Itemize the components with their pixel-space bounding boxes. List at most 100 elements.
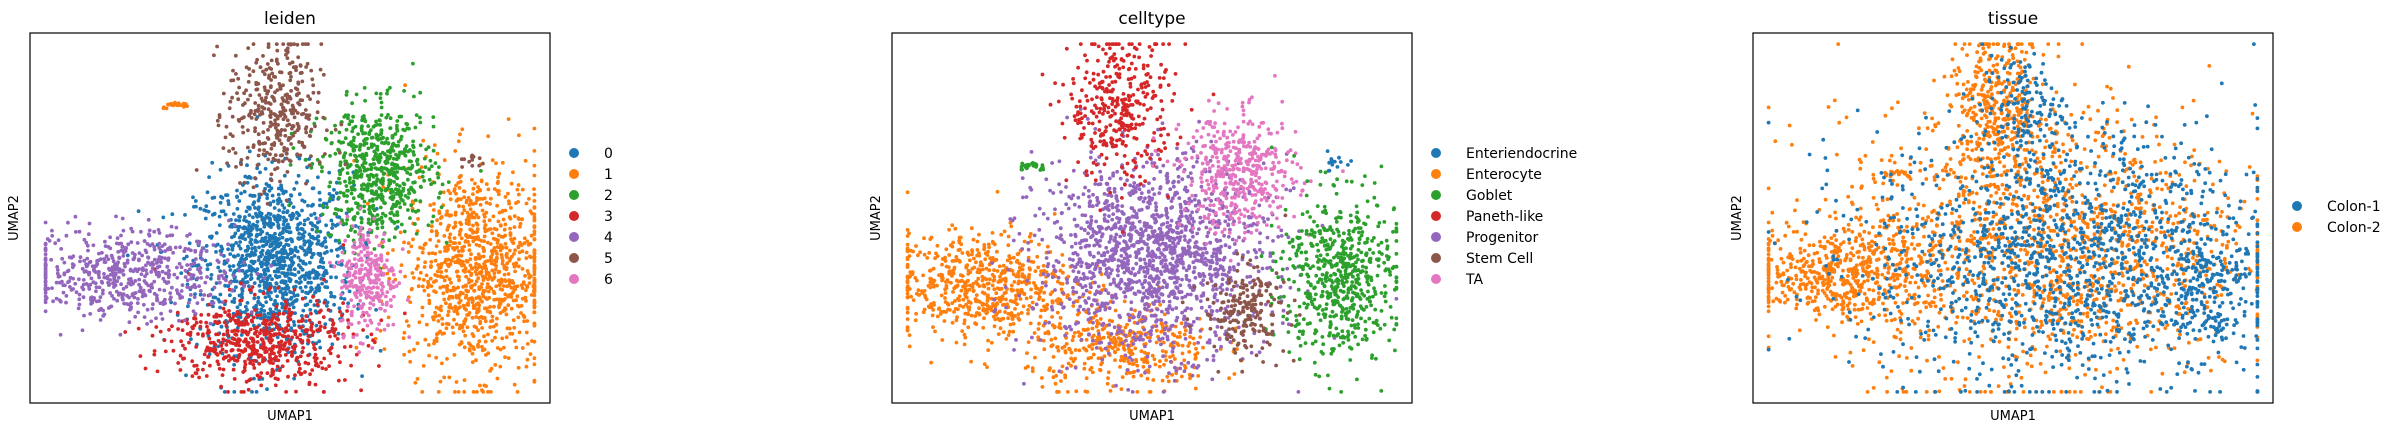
cell-point <box>275 294 279 299</box>
cell-point <box>459 291 463 296</box>
cell-point <box>395 123 399 128</box>
cell-point <box>331 321 336 326</box>
cell-point <box>43 252 48 257</box>
legend-label: 1 <box>604 167 613 183</box>
cell-point <box>285 46 290 51</box>
cell-point <box>228 99 233 104</box>
cell-point <box>133 252 137 257</box>
cell-point <box>478 197 482 201</box>
cell-point <box>379 105 384 110</box>
cell-point <box>464 307 468 312</box>
cell-point <box>298 153 303 158</box>
cell-point <box>377 118 382 122</box>
cell-point <box>318 345 323 350</box>
cell-point <box>364 290 368 295</box>
cell-point <box>470 163 475 168</box>
cell-point <box>363 266 368 271</box>
cell-point <box>404 144 409 149</box>
cell-point <box>520 217 524 222</box>
cell-point <box>252 366 257 370</box>
cell-point <box>462 263 466 267</box>
cell-point <box>82 313 86 318</box>
cell-point <box>314 116 319 121</box>
cell-point <box>456 139 461 144</box>
cell-point <box>442 375 447 380</box>
cell-point <box>428 158 433 163</box>
cell-point <box>314 272 318 277</box>
cell-point <box>263 295 268 300</box>
cell-point <box>413 198 418 203</box>
cell-point <box>385 300 389 305</box>
legend-marker <box>569 190 579 200</box>
cell-point <box>165 247 170 252</box>
cell-point <box>177 318 181 323</box>
cell-point <box>149 319 154 324</box>
cell-point <box>269 236 274 241</box>
legend-label: 0 <box>604 146 613 162</box>
cell-point <box>280 235 285 240</box>
cell-point <box>170 233 175 238</box>
cell-point <box>971 237 976 242</box>
cell-point <box>342 273 347 278</box>
cell-point <box>411 145 416 150</box>
cell-point <box>357 232 361 236</box>
cell-point <box>246 128 250 133</box>
cell-point <box>306 353 310 358</box>
cell-point <box>116 260 120 265</box>
cell-point <box>274 262 279 267</box>
cell-point <box>372 208 377 213</box>
cell-point <box>507 326 512 331</box>
cell-point <box>288 159 293 164</box>
cell-point <box>294 180 299 185</box>
cell-point <box>402 89 406 93</box>
cell-point <box>283 306 288 311</box>
cell-point <box>262 148 266 153</box>
cell-point <box>142 315 147 319</box>
cell-point <box>289 42 293 46</box>
legend-marker <box>569 253 579 263</box>
cell-point <box>374 91 379 96</box>
cell-point <box>221 337 226 342</box>
cell-point <box>395 170 399 174</box>
cell-point <box>432 143 437 148</box>
cell-point <box>365 335 370 339</box>
cell-point <box>125 253 130 258</box>
cell-point <box>101 288 105 293</box>
cell-point <box>935 243 940 248</box>
cell-point <box>381 176 385 181</box>
cell-point <box>120 295 125 300</box>
cell-point <box>325 300 330 305</box>
cell-point <box>297 140 301 144</box>
cell-point <box>382 232 386 237</box>
cell-point <box>375 147 379 152</box>
cell-point <box>62 260 67 265</box>
cell-point <box>337 150 342 155</box>
cell-point <box>374 234 379 239</box>
cell-point <box>986 286 991 291</box>
cell-point <box>281 311 286 316</box>
cell-point <box>185 263 190 267</box>
cell-point <box>298 285 303 290</box>
cell-point <box>489 366 494 371</box>
cell-point <box>80 285 84 290</box>
cell-point <box>64 233 69 238</box>
cell-point <box>205 190 210 195</box>
cell-point <box>348 152 353 157</box>
cell-point <box>323 322 328 327</box>
cell-point <box>205 267 210 272</box>
cell-point <box>266 311 271 316</box>
cell-point <box>261 54 265 58</box>
cell-point <box>351 143 356 147</box>
cell-point <box>160 269 165 274</box>
cell-point <box>152 257 157 262</box>
cell-point <box>272 206 277 210</box>
cell-point <box>259 239 263 244</box>
cell-point <box>246 97 250 102</box>
cell-point <box>53 241 58 246</box>
cell-point <box>399 222 404 227</box>
cell-point <box>263 235 268 240</box>
cell-point <box>300 143 305 148</box>
cell-point <box>235 359 239 363</box>
cell-point <box>511 170 515 175</box>
cell-point <box>484 200 489 205</box>
